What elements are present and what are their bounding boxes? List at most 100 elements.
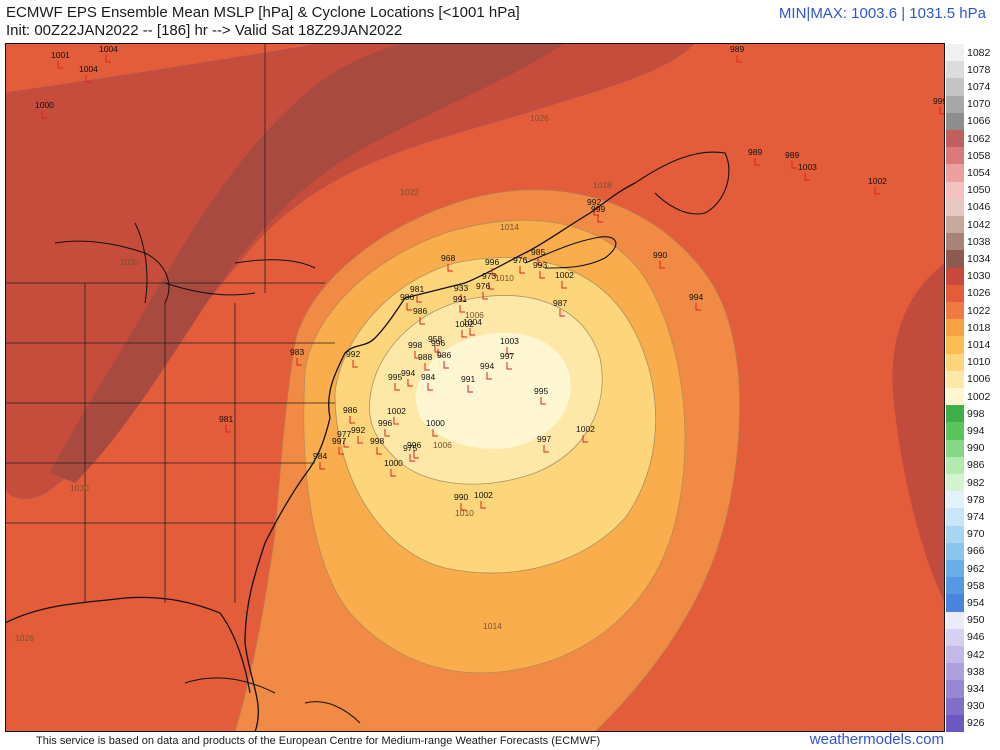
- colorbar-swatch: [946, 370, 964, 388]
- cyclone-pressure-label: 992: [351, 425, 365, 435]
- colorbar-label: 998: [967, 407, 985, 420]
- cyclone-pressure-label: 977: [337, 429, 351, 439]
- cyclone-pressure-label: 1004: [99, 44, 118, 54]
- cyclone-pressure-label: 996: [378, 418, 392, 428]
- cyclone-location-marker: [539, 271, 545, 279]
- cyclone-pressure-label: 986: [400, 292, 414, 302]
- cyclone-pressure-label: 933: [454, 283, 468, 293]
- colorbar-label: 994: [967, 425, 985, 437]
- cyclone-pressure-label: 1002: [455, 319, 474, 329]
- colorbar-label: 1030: [967, 270, 991, 283]
- cyclone-location-marker: [443, 361, 449, 369]
- cyclone-pressure-label: 987: [553, 298, 567, 308]
- min-max-readout: MIN|MAX: 1003.6 | 1031.5 hPa: [778, 5, 986, 22]
- colorbar-swatch: [946, 577, 964, 595]
- colorbar-swatch: [946, 611, 964, 629]
- cyclone-pressure-label: 1002: [576, 424, 595, 434]
- colorbar-label: 938: [967, 665, 985, 678]
- colorbar-label: 1010: [967, 356, 991, 369]
- colorbar-swatch: [946, 78, 964, 96]
- colorbar-swatch: [946, 353, 964, 371]
- colorbar-label: 1038: [967, 235, 991, 248]
- colorbar-swatch: [946, 284, 964, 302]
- colorbar-swatch: [946, 542, 964, 560]
- atlantic-coastline: [244, 182, 636, 732]
- cyclone-location-marker: [390, 469, 396, 477]
- cyclone-pressure-label: 958: [428, 334, 442, 344]
- cyclone-pressure-label: 981: [219, 414, 233, 424]
- cyclone-location-marker: [461, 330, 467, 338]
- cyclone-location-marker: [582, 435, 588, 443]
- cyclone-location-marker: [506, 347, 512, 355]
- contour-label: 1030: [70, 483, 89, 493]
- cyclone-location-marker: [427, 383, 433, 391]
- colorbar-swatch: [946, 456, 964, 474]
- cyclone-pressure-label: 985: [531, 247, 545, 257]
- colorbar-label: 1070: [967, 98, 991, 111]
- cyclone-location-marker: [791, 161, 797, 169]
- colorbar-label: 954: [967, 597, 985, 609]
- cyclone-pressure-label: 981: [410, 284, 424, 294]
- cyclone-location-marker: [447, 264, 453, 272]
- cyclone-pressure-label: 990: [454, 492, 468, 502]
- cyclone-location-marker: [393, 417, 399, 425]
- cyclone-pressure-label: 986: [437, 350, 451, 360]
- cyclone-location-marker: [225, 425, 231, 433]
- colorbar-swatch: [946, 302, 964, 320]
- colorbar-swatch: [946, 44, 964, 62]
- colorbar-label: 970: [967, 528, 985, 541]
- colorbar-label: 982: [967, 476, 985, 489]
- cyclone-pressure-label: 983: [290, 347, 304, 357]
- cyclone-pressure-label: 996: [485, 257, 499, 267]
- colorbar-label: 1058: [967, 149, 991, 162]
- cyclone-location-marker: [319, 462, 325, 470]
- colorbar-label: 930: [967, 700, 985, 713]
- colorbar-swatch: [946, 508, 964, 526]
- colorbar-label: 1042: [967, 218, 991, 231]
- cyclone-pressure-label: 997: [500, 351, 514, 361]
- title-line-2: Init: 00Z22JAN2022 -- [186] hr --> Valid…: [6, 22, 403, 39]
- weathermodels-link[interactable]: weathermodels.com: [809, 731, 944, 748]
- contour-label: 1014: [483, 621, 502, 631]
- colorbar-label: 974: [967, 511, 985, 523]
- cyclone-location-marker: [593, 208, 599, 216]
- cyclone-pressure-label: 1001: [51, 50, 70, 60]
- cyclone-pressure-label: 984: [313, 451, 327, 461]
- cyclone-location-marker: [469, 328, 475, 336]
- colorbar-swatch: [946, 405, 964, 423]
- cyclone-pressure-label: 1004: [463, 317, 482, 327]
- cyclone-location-marker: [482, 292, 488, 300]
- cyclone-location-marker: [506, 362, 512, 370]
- colorbar-label: 1034: [967, 253, 991, 265]
- cyclone-pressure-label: 1000: [384, 458, 403, 468]
- colorbar-swatch: [946, 491, 964, 509]
- colorbar-swatch: [946, 319, 964, 337]
- cyclone-location-marker: [432, 429, 438, 437]
- colorbar-swatch: [946, 439, 964, 457]
- cyclone-location-marker: [416, 295, 422, 303]
- colorbar-label: 962: [967, 562, 985, 575]
- colorbar-label: 1066: [967, 115, 991, 128]
- cyclone-location-marker: [57, 61, 63, 69]
- great-lakes: [54, 222, 316, 304]
- colorbar-swatch: [946, 474, 964, 492]
- cyclone-location-marker: [424, 363, 430, 371]
- caribbean-islands: [184, 677, 361, 724]
- colorbar-label: 1046: [967, 201, 991, 214]
- cyclone-location-marker: [486, 372, 492, 380]
- colorbar-swatch: [946, 130, 964, 148]
- colorbar-swatch: [946, 646, 964, 664]
- colorbar-swatch: [946, 267, 964, 285]
- fill-1030-east-low: [892, 263, 945, 603]
- pressure-colorbar: 1082 1078 1074 1070 1066 1062 1058 1054 1050 1046…: [946, 44, 1000, 732]
- colorbar-label: 1002: [967, 390, 991, 403]
- contour-label: 1018: [593, 180, 612, 190]
- contour-label: 1030: [120, 257, 139, 267]
- cyclone-location-marker: [459, 305, 465, 313]
- colorbar-label: 1054: [967, 167, 991, 179]
- cyclone-pressure-label: 1000: [426, 418, 445, 428]
- contour-label: 1006: [433, 440, 452, 450]
- cyclone-pressure-label: 988: [418, 352, 432, 362]
- cyclone-pressure-label: 989: [785, 150, 799, 160]
- ecmwf-disclaimer: This service is based on data and produc…: [36, 735, 601, 747]
